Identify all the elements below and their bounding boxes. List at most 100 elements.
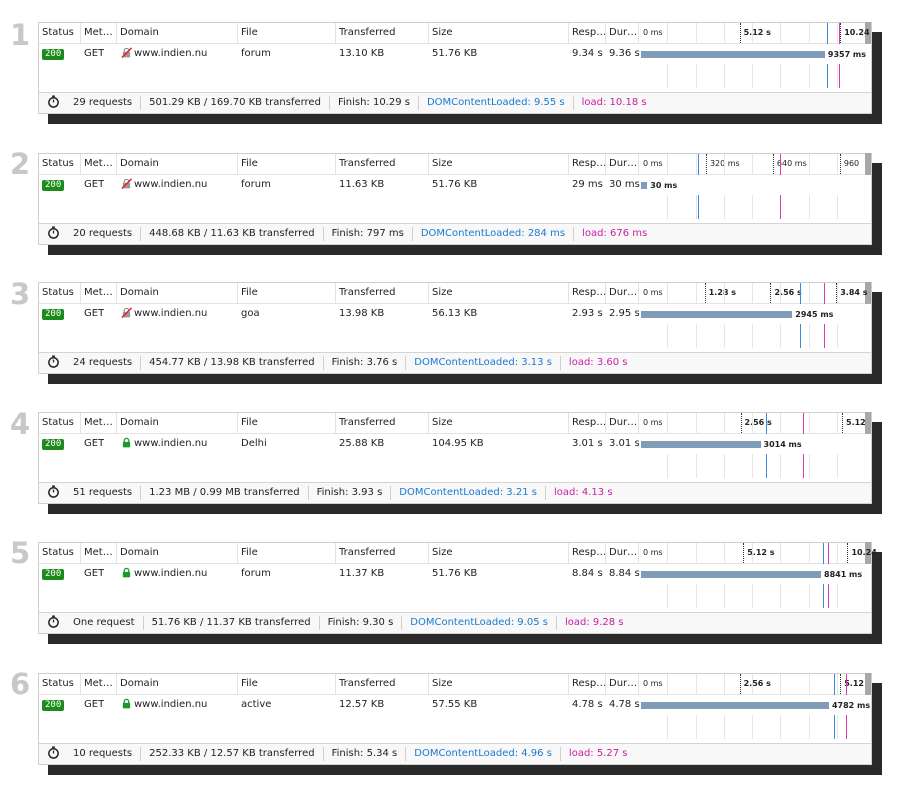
column-divider[interactable] (335, 283, 336, 303)
scrollbar-thumb[interactable] (865, 282, 871, 304)
request-row[interactable]: 200 GET www.indien.nu active 12.57 KB 57.55 K… (39, 695, 871, 715)
column-header-transferred[interactable]: Transferred (339, 27, 396, 38)
column-header-status[interactable]: Status (42, 158, 74, 169)
column-header-response[interactable]: Resp… (572, 678, 607, 689)
column-divider[interactable] (80, 413, 81, 433)
column-divider[interactable] (335, 543, 336, 563)
column-divider[interactable] (568, 674, 569, 694)
column-divider[interactable] (605, 283, 606, 303)
column-header-transferred[interactable]: Transferred (339, 547, 396, 558)
column-header-transferred[interactable]: Transferred (339, 417, 396, 428)
column-divider[interactable] (605, 674, 606, 694)
column-divider[interactable] (80, 23, 81, 43)
stopwatch-icon[interactable] (47, 483, 60, 503)
column-header-duration[interactable]: Dur… (609, 678, 638, 689)
column-header-domain[interactable]: Domain (120, 27, 159, 38)
column-divider[interactable] (116, 543, 117, 563)
column-header-status[interactable]: Status (42, 678, 74, 689)
column-divider[interactable] (638, 413, 639, 433)
column-divider[interactable] (237, 543, 238, 563)
column-divider[interactable] (605, 154, 606, 174)
column-header-duration[interactable]: Dur… (609, 417, 638, 428)
column-header-method[interactable]: Met… (84, 417, 113, 428)
column-header-file[interactable]: File (241, 547, 258, 558)
column-divider[interactable] (116, 283, 117, 303)
column-header-file[interactable]: File (241, 678, 258, 689)
column-header-response[interactable]: Resp… (572, 27, 607, 38)
column-header-duration[interactable]: Dur… (609, 27, 638, 38)
request-row[interactable]: 200 GET www.indien.nu forum 11.37 KB 51.76 KB… (39, 564, 871, 584)
column-header-response[interactable]: Resp… (572, 287, 607, 298)
column-divider[interactable] (428, 154, 429, 174)
request-row[interactable]: 200 GET www.indien.nu Delhi 25.88 KB 104.95 K… (39, 434, 871, 454)
column-divider[interactable] (116, 154, 117, 174)
column-header-size[interactable]: Size (432, 678, 453, 689)
column-header-size[interactable]: Size (432, 158, 453, 169)
column-header-response[interactable]: Resp… (572, 547, 607, 558)
stopwatch-icon[interactable] (47, 353, 60, 373)
column-divider[interactable] (568, 23, 569, 43)
column-header-status[interactable]: Status (42, 287, 74, 298)
column-header-domain[interactable]: Domain (120, 287, 159, 298)
column-divider[interactable] (568, 154, 569, 174)
column-divider[interactable] (638, 154, 639, 174)
column-header-duration[interactable]: Dur… (609, 287, 638, 298)
column-divider[interactable] (638, 543, 639, 563)
column-header-size[interactable]: Size (432, 417, 453, 428)
column-divider[interactable] (428, 283, 429, 303)
scrollbar-thumb[interactable] (865, 542, 871, 564)
column-header-domain[interactable]: Domain (120, 678, 159, 689)
scrollbar-thumb[interactable] (865, 22, 871, 44)
column-header-duration[interactable]: Dur… (609, 547, 638, 558)
column-divider[interactable] (638, 283, 639, 303)
column-header-transferred[interactable]: Transferred (339, 287, 396, 298)
column-header-method[interactable]: Met… (84, 158, 113, 169)
stopwatch-icon[interactable] (47, 744, 60, 764)
column-header-method[interactable]: Met… (84, 678, 113, 689)
column-header-domain[interactable]: Domain (120, 417, 159, 428)
column-divider[interactable] (335, 413, 336, 433)
column-divider[interactable] (605, 23, 606, 43)
waterfall-bar[interactable] (641, 571, 821, 578)
column-divider[interactable] (237, 154, 238, 174)
column-header-domain[interactable]: Domain (120, 547, 159, 558)
request-row[interactable]: 200 GET www.indien.nu forum 11.63 KB 51.76 KB… (39, 175, 871, 195)
column-divider[interactable] (80, 674, 81, 694)
column-divider[interactable] (428, 23, 429, 43)
column-header-method[interactable]: Met… (84, 287, 113, 298)
column-divider[interactable] (568, 283, 569, 303)
scrollbar-thumb[interactable] (865, 412, 871, 434)
waterfall-bar[interactable] (641, 182, 648, 189)
column-divider[interactable] (116, 413, 117, 433)
column-divider[interactable] (237, 413, 238, 433)
scrollbar-thumb[interactable] (865, 153, 871, 175)
column-divider[interactable] (335, 23, 336, 43)
stopwatch-icon[interactable] (47, 224, 60, 244)
column-header-method[interactable]: Met… (84, 27, 113, 38)
column-divider[interactable] (237, 283, 238, 303)
column-divider[interactable] (335, 674, 336, 694)
column-header-size[interactable]: Size (432, 547, 453, 558)
column-divider[interactable] (605, 413, 606, 433)
column-header-file[interactable]: File (241, 417, 258, 428)
column-header-response[interactable]: Resp… (572, 158, 607, 169)
column-header-transferred[interactable]: Transferred (339, 158, 396, 169)
column-divider[interactable] (428, 674, 429, 694)
column-header-file[interactable]: File (241, 27, 258, 38)
column-header-domain[interactable]: Domain (120, 158, 159, 169)
column-divider[interactable] (237, 23, 238, 43)
column-header-size[interactable]: Size (432, 27, 453, 38)
column-header-duration[interactable]: Dur… (609, 158, 638, 169)
column-divider[interactable] (568, 413, 569, 433)
column-divider[interactable] (428, 413, 429, 433)
column-divider[interactable] (80, 154, 81, 174)
column-header-file[interactable]: File (241, 158, 258, 169)
column-divider[interactable] (335, 154, 336, 174)
request-row[interactable]: 200 GET www.indien.nu goa 13.98 KB 56.13 KB 2.… (39, 304, 871, 324)
column-divider[interactable] (638, 23, 639, 43)
column-header-status[interactable]: Status (42, 27, 74, 38)
stopwatch-icon[interactable] (47, 93, 60, 113)
column-divider[interactable] (80, 283, 81, 303)
column-divider[interactable] (428, 543, 429, 563)
waterfall-bar[interactable] (641, 51, 825, 58)
